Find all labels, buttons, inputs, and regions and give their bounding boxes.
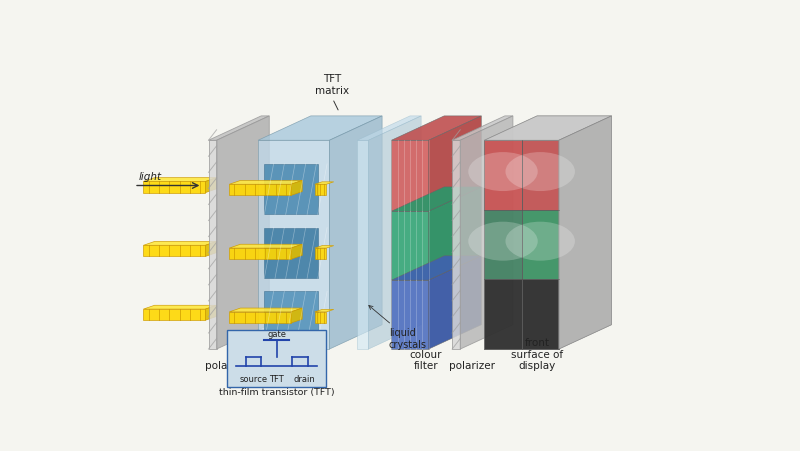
FancyBboxPatch shape (227, 330, 326, 387)
Polygon shape (143, 309, 206, 321)
Polygon shape (291, 245, 302, 260)
Polygon shape (230, 245, 302, 249)
Polygon shape (391, 117, 482, 141)
Polygon shape (452, 117, 513, 141)
Polygon shape (264, 165, 318, 215)
Polygon shape (391, 256, 482, 281)
Polygon shape (485, 141, 522, 210)
Polygon shape (485, 210, 522, 280)
Polygon shape (485, 141, 558, 349)
Circle shape (468, 222, 538, 261)
Polygon shape (358, 117, 421, 141)
Polygon shape (452, 141, 460, 349)
Polygon shape (206, 306, 217, 321)
Polygon shape (230, 185, 291, 196)
Text: TFT: TFT (270, 374, 284, 383)
Polygon shape (264, 228, 318, 279)
Text: gate: gate (267, 330, 286, 338)
Text: light: light (138, 172, 162, 182)
Polygon shape (291, 308, 302, 323)
Polygon shape (258, 141, 330, 349)
Polygon shape (230, 312, 291, 323)
Text: front
surface of
display: front surface of display (511, 337, 563, 370)
Polygon shape (522, 210, 558, 280)
Polygon shape (230, 181, 302, 185)
Polygon shape (485, 117, 611, 141)
Text: liquid
crystals: liquid crystals (369, 306, 427, 350)
Polygon shape (314, 246, 334, 249)
Polygon shape (209, 141, 217, 349)
Polygon shape (143, 178, 217, 182)
Polygon shape (143, 242, 217, 246)
Polygon shape (143, 182, 206, 193)
Text: source: source (239, 374, 268, 383)
Polygon shape (429, 256, 482, 349)
Polygon shape (217, 117, 270, 349)
Polygon shape (485, 117, 611, 141)
Polygon shape (522, 280, 558, 349)
Polygon shape (429, 188, 482, 281)
Polygon shape (264, 292, 318, 342)
Polygon shape (230, 249, 291, 260)
Polygon shape (314, 312, 326, 323)
Polygon shape (143, 306, 217, 309)
Polygon shape (391, 188, 482, 212)
Polygon shape (291, 181, 302, 196)
Polygon shape (558, 117, 611, 349)
Polygon shape (314, 310, 334, 312)
Polygon shape (391, 281, 429, 349)
Polygon shape (230, 308, 302, 312)
Polygon shape (522, 141, 558, 210)
Polygon shape (206, 242, 217, 257)
Circle shape (468, 153, 538, 192)
Text: TFT
matrix: TFT matrix (315, 74, 350, 96)
Polygon shape (206, 178, 217, 193)
Polygon shape (314, 182, 334, 185)
Text: drain: drain (294, 374, 315, 383)
Polygon shape (369, 117, 421, 349)
Polygon shape (485, 280, 522, 349)
Text: thin-film transistor (TFT): thin-film transistor (TFT) (219, 387, 334, 396)
Polygon shape (429, 117, 482, 212)
Polygon shape (258, 117, 382, 141)
Polygon shape (391, 141, 429, 212)
Polygon shape (460, 117, 513, 349)
Polygon shape (330, 117, 382, 349)
Text: colour
filter: colour filter (410, 349, 442, 370)
Polygon shape (358, 141, 369, 349)
Text: polarizer: polarizer (449, 360, 495, 370)
Circle shape (506, 153, 575, 192)
Polygon shape (209, 117, 270, 141)
Polygon shape (558, 117, 611, 349)
Polygon shape (391, 212, 429, 281)
Text: polarizer: polarizer (206, 360, 251, 370)
Circle shape (506, 222, 575, 261)
Polygon shape (143, 246, 206, 257)
Polygon shape (314, 249, 326, 260)
Polygon shape (314, 185, 326, 196)
